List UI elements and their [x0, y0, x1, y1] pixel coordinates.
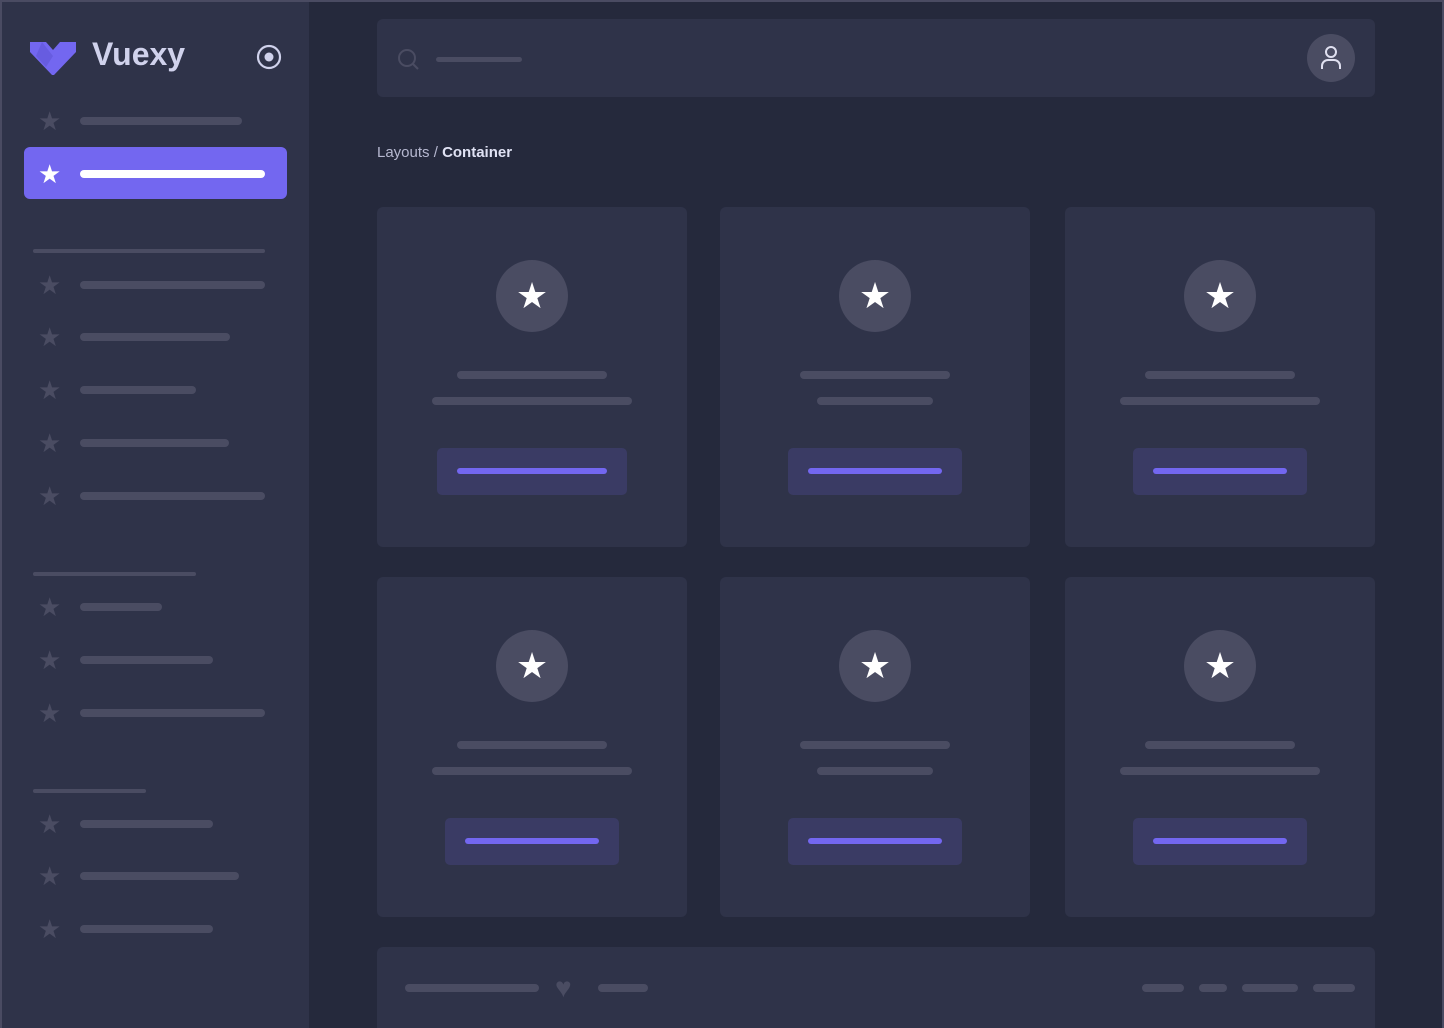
sidebar-item[interactable] [80, 170, 265, 178]
star-icon: ★ [38, 861, 62, 891]
user-icon [1321, 46, 1341, 69]
star-icon: ★ [38, 914, 62, 944]
card: ★ [1065, 577, 1375, 917]
star-icon: ★ [38, 592, 62, 622]
logo-icon [30, 42, 76, 75]
sidebar: Vuexy ★ ★ ★ ★ ★ ★ ★ ★ ★ ★ ★ ★ ★ [2, 2, 309, 1028]
card-title [800, 371, 950, 379]
star-icon: ★ [1184, 630, 1256, 702]
card-title [457, 371, 607, 379]
star-icon: ★ [38, 481, 62, 511]
star-icon: ★ [38, 159, 62, 189]
radio-circle-icon[interactable] [256, 44, 282, 70]
sidebar-item[interactable] [80, 872, 239, 880]
star-icon: ★ [38, 270, 62, 300]
card-text [817, 767, 933, 775]
card-button[interactable] [788, 818, 962, 865]
card-button[interactable] [445, 818, 619, 865]
card: ★ [720, 577, 1030, 917]
sidebar-item[interactable] [80, 281, 265, 289]
star-icon: ★ [38, 428, 62, 458]
star-icon: ★ [38, 809, 62, 839]
card-text [1120, 397, 1320, 405]
breadcrumb-current: Container [442, 144, 513, 161]
sidebar-item[interactable] [80, 709, 265, 717]
star-icon: ★ [1184, 260, 1256, 332]
footer-text [598, 984, 648, 992]
card: ★ [720, 207, 1030, 547]
sidebar-item[interactable] [80, 925, 213, 933]
card-text [817, 397, 933, 405]
sidebar-item[interactable] [80, 117, 242, 125]
search-icon[interactable] [397, 48, 421, 72]
card-button[interactable] [788, 448, 962, 495]
sidebar-item[interactable] [80, 603, 162, 611]
star-icon: ★ [38, 375, 62, 405]
breadcrumb-separator: / [429, 144, 443, 161]
brand-name: Vuexy [92, 36, 186, 72]
card-button[interactable] [437, 448, 627, 495]
card-title [800, 741, 950, 749]
sidebar-item[interactable] [80, 386, 196, 394]
user-avatar[interactable] [1307, 34, 1355, 82]
sidebar-item[interactable] [80, 656, 213, 664]
card-text [432, 767, 632, 775]
search-input[interactable] [436, 57, 522, 62]
star-icon: ★ [38, 106, 62, 136]
star-icon: ★ [839, 630, 911, 702]
sidebar-section-header [33, 789, 146, 793]
footer-text [405, 984, 539, 992]
footer: ♥ [377, 947, 1375, 1028]
card-title [1145, 371, 1295, 379]
sidebar-section-header [33, 572, 196, 576]
star-icon: ★ [38, 322, 62, 352]
footer-link[interactable] [1142, 984, 1184, 992]
card-text [1120, 767, 1320, 775]
card: ★ [377, 577, 687, 917]
footer-link[interactable] [1242, 984, 1298, 992]
star-icon: ★ [839, 260, 911, 332]
footer-link[interactable] [1313, 984, 1355, 992]
sidebar-section-header [33, 249, 265, 253]
card-button[interactable] [1133, 818, 1307, 865]
star-icon: ★ [38, 698, 62, 728]
sidebar-item[interactable] [80, 333, 230, 341]
sidebar-item[interactable] [80, 492, 265, 500]
sidebar-item[interactable] [80, 820, 213, 828]
heart-icon: ♥ [555, 972, 572, 1003]
card-button[interactable] [1133, 448, 1307, 495]
navbar [377, 19, 1375, 97]
card-title [1145, 741, 1295, 749]
card-title [457, 741, 607, 749]
card-text [432, 397, 632, 405]
star-icon: ★ [496, 260, 568, 332]
star-icon: ★ [496, 630, 568, 702]
breadcrumb-parent[interactable]: Layouts [377, 144, 430, 161]
card: ★ [377, 207, 687, 547]
sidebar-item[interactable] [80, 439, 229, 447]
star-icon: ★ [38, 645, 62, 675]
card: ★ [1065, 207, 1375, 547]
breadcrumb: Layouts / Container [377, 144, 512, 161]
footer-link[interactable] [1199, 984, 1227, 992]
